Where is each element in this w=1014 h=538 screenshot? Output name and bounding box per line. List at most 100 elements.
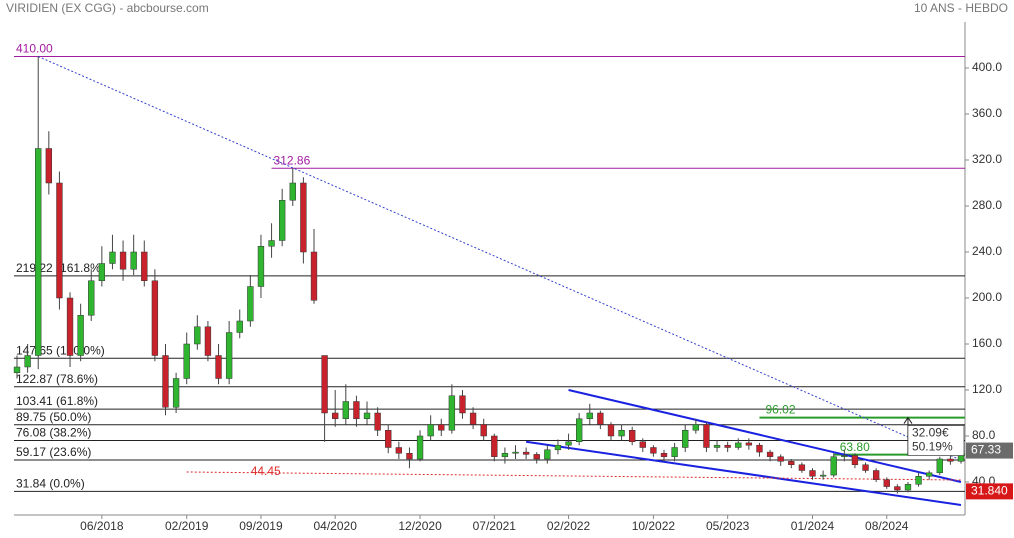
low-price-badge [966,483,1013,500]
last-price-badge [966,442,1013,459]
candle-body [45,148,52,184]
candle-body [682,429,689,448]
candle-body [491,435,498,457]
candle-body [894,486,901,491]
candle-body [416,435,424,460]
candle-body [395,447,403,454]
candle-body [766,451,774,457]
x-tick-label: 12/2020 [398,519,442,533]
candle-body [35,148,42,356]
trendline [186,471,962,481]
candle-body [342,401,349,419]
candle-body [448,395,456,431]
candle-body [268,240,275,247]
candle-body [533,454,540,460]
y-tick-label: 240.0 [972,244,1002,258]
candle-body [745,442,753,446]
candle-body [841,455,848,457]
candle-body [597,412,604,425]
measure-arrow [903,416,913,424]
level-label: 312.86 [274,153,311,167]
candle-body [830,456,837,476]
candle-body [406,452,413,460]
candle-body [819,474,827,477]
candle-body [554,444,562,451]
y-tick-label: 200.0 [972,290,1002,304]
y-tick-label: 360.0 [972,106,1002,120]
level-label: 410.00 [16,42,53,56]
y-tick-label: 80.0 [972,428,996,442]
candle-body [24,355,31,368]
candle-body [544,449,551,460]
candle-body [618,429,625,437]
trendline [568,389,962,483]
x-tick-label: 10/2022 [632,519,676,533]
candle-body [98,263,106,281]
candle-body [66,297,74,356]
candle-body [119,251,127,270]
trendline-label: 44.45 [251,464,281,478]
level-label: 122.87 (78.6%) [16,372,98,386]
candle-body [639,441,646,448]
last-price-label: 67.33 [971,443,1001,457]
target-label: 96.02 [765,403,795,417]
level-label: 76.08 (38.2%) [16,426,91,440]
target-label: 63.80 [840,440,870,454]
low-price-label: 31.840 [971,484,1008,498]
candle-body [788,461,795,465]
candle-body [469,412,477,425]
candle-body [522,451,530,455]
candle-body [947,458,954,462]
measure-label: 32.09€ [912,426,949,440]
candle-body [629,429,636,442]
candle-body [162,355,169,408]
candle-body [289,182,296,201]
level-label: 103.41 (61.8%) [16,394,98,408]
candle-body [300,182,307,253]
candle-body [109,251,116,264]
candle-body [713,444,721,448]
candle-body [650,447,657,454]
level-label: 59.17 (23.6%) [16,445,91,459]
candle-body [512,451,519,454]
candle-body [257,245,265,287]
candle-body [607,424,615,437]
candle-body [724,444,731,448]
candle-body [427,424,434,437]
x-tick-label: 08/2024 [865,519,909,533]
x-tick-label: 07/2021 [473,519,517,533]
candle-body [88,280,95,316]
x-tick-label: 04/2020 [314,519,358,533]
candle-body [194,326,201,345]
chart-title: VIRIDIEN (EX CGG) - abcbourse.com [6,1,209,15]
candle-body [915,475,922,485]
x-tick-label: 01/2024 [791,519,835,533]
candle-body [77,314,84,356]
candle-body [13,366,21,373]
candle-body [883,479,890,487]
candle-body [565,441,572,446]
candle-body [151,280,159,356]
candle-body [56,182,63,299]
candle-body [777,456,784,462]
candle-body [798,464,806,471]
y-tick-label: 400.0 [972,60,1002,74]
candle-body [809,470,816,477]
candle-body [438,424,445,431]
candle-body [851,455,859,465]
x-tick-label: 05/2023 [706,519,750,533]
candle-body [310,251,318,301]
candle-body [141,251,148,281]
candle-body [480,424,487,437]
candle-body [459,395,466,414]
candle-body [353,401,360,419]
candle-body [130,251,137,270]
candle-body [236,320,243,333]
measure-box [907,425,965,456]
y-tick-label: 280.0 [972,198,1002,212]
candle-body [374,412,381,431]
candle-body [862,464,869,471]
period: 10 ANS - HEBDO [914,1,1008,15]
candle-body [225,332,233,379]
